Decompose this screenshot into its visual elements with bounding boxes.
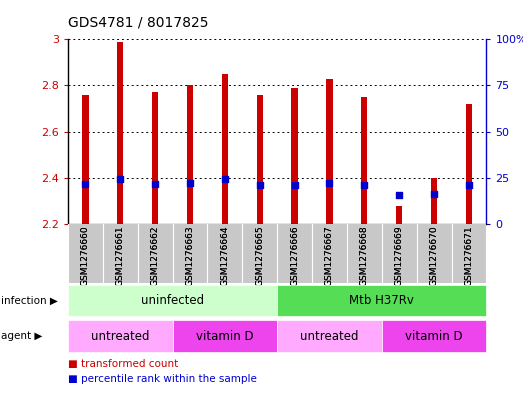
Text: GSM1276667: GSM1276667: [325, 226, 334, 286]
Point: [221, 176, 229, 182]
Bar: [82, 95, 88, 224]
Text: GSM1276667: GSM1276667: [325, 226, 334, 286]
Point: [116, 176, 124, 182]
Text: ■ percentile rank within the sample: ■ percentile rank within the sample: [68, 375, 257, 384]
Text: GSM1276662: GSM1276662: [151, 226, 160, 286]
Text: GSM1276663: GSM1276663: [186, 226, 195, 286]
Point: [256, 182, 264, 188]
Text: GSM1276671: GSM1276671: [464, 226, 473, 286]
Text: GSM1276669: GSM1276669: [395, 226, 404, 286]
Text: GSM1276670: GSM1276670: [429, 226, 439, 286]
Bar: [222, 74, 228, 224]
Text: GSM1276664: GSM1276664: [220, 226, 230, 286]
Text: GSM1276668: GSM1276668: [360, 226, 369, 286]
Text: GSM1276663: GSM1276663: [186, 226, 195, 286]
Bar: [152, 92, 158, 224]
Text: GSM1276666: GSM1276666: [290, 226, 299, 286]
Point: [151, 180, 160, 187]
Text: GSM1276661: GSM1276661: [116, 226, 125, 286]
Bar: [361, 97, 368, 224]
Text: GSM1276662: GSM1276662: [151, 226, 160, 286]
Text: GSM1276660: GSM1276660: [81, 226, 90, 286]
Point: [360, 182, 369, 188]
Bar: [466, 104, 472, 224]
Bar: [431, 178, 437, 224]
Text: infection ▶: infection ▶: [1, 296, 58, 306]
Point: [325, 180, 334, 186]
Text: GDS4781 / 8017825: GDS4781 / 8017825: [68, 16, 209, 30]
Text: vitamin D: vitamin D: [405, 329, 463, 343]
Text: untreated: untreated: [91, 329, 150, 343]
Text: Mtb H37Rv: Mtb H37Rv: [349, 294, 414, 307]
Text: ■ transformed count: ■ transformed count: [68, 360, 178, 369]
Text: vitamin D: vitamin D: [196, 329, 254, 343]
Text: GSM1276660: GSM1276660: [81, 226, 90, 286]
Text: uninfected: uninfected: [141, 294, 204, 307]
Text: GSM1276665: GSM1276665: [255, 226, 264, 286]
Text: GSM1276664: GSM1276664: [220, 226, 230, 286]
Point: [186, 180, 194, 186]
Bar: [187, 86, 193, 224]
Text: GSM1276668: GSM1276668: [360, 226, 369, 286]
Bar: [291, 88, 298, 224]
Text: GSM1276670: GSM1276670: [429, 226, 439, 286]
Bar: [257, 95, 263, 224]
Text: GSM1276669: GSM1276669: [395, 226, 404, 286]
Bar: [117, 42, 123, 224]
Text: GSM1276666: GSM1276666: [290, 226, 299, 286]
Text: GSM1276671: GSM1276671: [464, 226, 473, 286]
Point: [465, 182, 473, 188]
Bar: [396, 206, 402, 224]
Bar: [326, 79, 333, 224]
Text: GSM1276661: GSM1276661: [116, 226, 125, 286]
Text: agent ▶: agent ▶: [1, 331, 42, 341]
Point: [290, 182, 299, 188]
Point: [81, 180, 89, 187]
Text: untreated: untreated: [300, 329, 359, 343]
Text: GSM1276665: GSM1276665: [255, 226, 264, 286]
Point: [395, 192, 403, 198]
Point: [430, 191, 438, 198]
